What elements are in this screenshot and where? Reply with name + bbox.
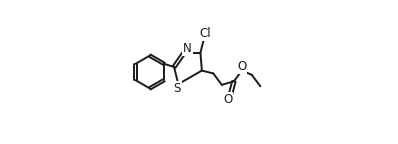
Text: Cl: Cl	[200, 27, 211, 40]
Text: S: S	[173, 82, 181, 95]
Text: N: N	[183, 42, 192, 55]
Text: O: O	[223, 93, 232, 106]
Text: O: O	[237, 60, 246, 73]
